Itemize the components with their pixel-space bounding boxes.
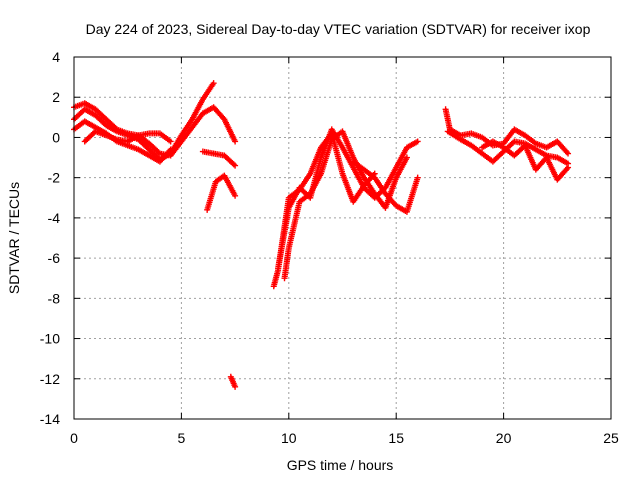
ticks: 0 5 10 15 20 25 -14 -12 -10 -8 -6 -4 -2 0 2 4 — [40, 49, 619, 446]
grid — [74, 57, 611, 419]
data-point — [403, 154, 410, 161]
data-point — [210, 80, 217, 87]
data-point — [167, 146, 174, 153]
data-point — [232, 383, 239, 390]
x-tick-label: 25 — [603, 430, 619, 446]
series-arc-g — [227, 373, 239, 390]
data-point — [167, 138, 174, 145]
data-point — [232, 192, 239, 199]
data-point — [565, 150, 572, 157]
chart-title: Day 224 of 2023, Sidereal Day-to-day VTE… — [86, 21, 591, 37]
series-arc-f — [204, 172, 239, 213]
series-arc-m — [444, 128, 572, 167]
data-point — [414, 174, 421, 181]
y-tick-label: -6 — [48, 250, 61, 266]
data-point — [565, 164, 572, 171]
y-tick-label: -14 — [40, 411, 60, 427]
x-tick-label: 15 — [388, 430, 404, 446]
x-tick-label: 0 — [70, 430, 78, 446]
y-tick-label: -12 — [40, 371, 60, 387]
data-point — [232, 138, 239, 145]
series-arc-d — [81, 128, 174, 145]
data-point — [414, 138, 421, 145]
x-tick-label: 10 — [281, 430, 297, 446]
y-tick-label: -2 — [48, 170, 61, 186]
y-tick-label: -10 — [40, 331, 60, 347]
data-point — [232, 162, 239, 169]
y-tick-label: 2 — [52, 89, 60, 105]
x-tick-label: 20 — [496, 430, 512, 446]
x-tick-label: 5 — [178, 430, 186, 446]
y-tick-label: -4 — [48, 210, 61, 226]
series-arc-e — [199, 148, 239, 169]
plot-frame — [73, 56, 612, 420]
y-axis-label: SDTVAR / TECUs — [6, 182, 22, 294]
y-tick-label: 0 — [52, 129, 60, 145]
series-arc-n — [479, 138, 572, 183]
data-marks — [71, 80, 572, 390]
series-arc-j — [281, 128, 410, 282]
y-tick-label: -8 — [48, 290, 61, 306]
y-tick-label: 4 — [52, 49, 60, 65]
series-arc-l — [442, 106, 572, 157]
series-arc-k — [350, 158, 421, 215]
x-axis-label: GPS time / hours — [287, 457, 394, 473]
